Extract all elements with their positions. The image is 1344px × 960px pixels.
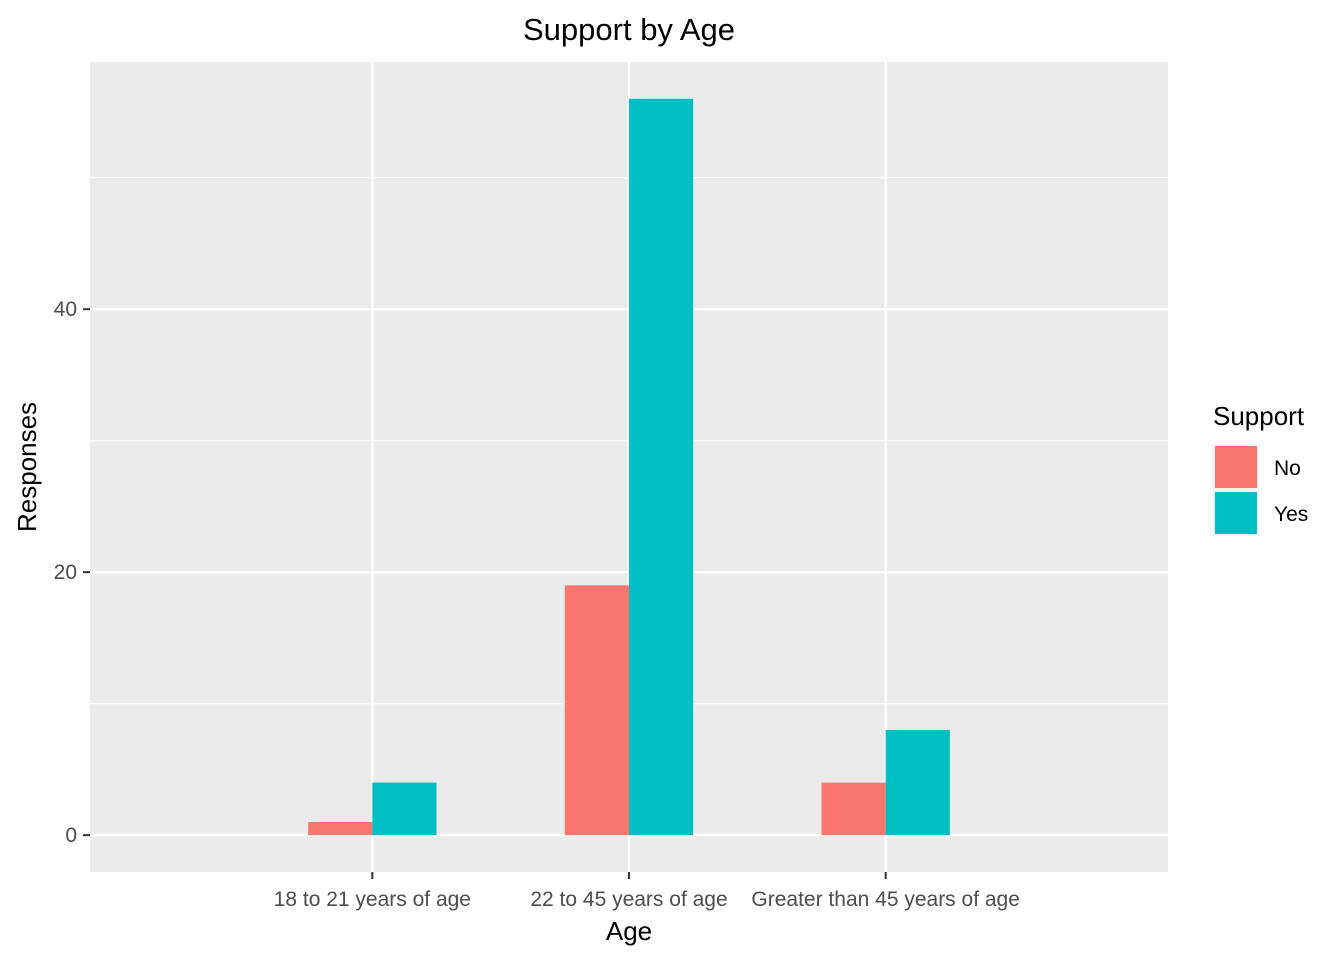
legend-title: Support xyxy=(1213,401,1305,431)
bar-no xyxy=(564,585,629,836)
bar-no xyxy=(308,822,373,836)
bar-yes xyxy=(885,729,950,836)
y-tick-label: 40 xyxy=(54,298,77,321)
y-axis: 0 20 40 xyxy=(54,298,90,847)
bars xyxy=(308,98,950,836)
legend-key-yes xyxy=(1215,492,1257,534)
bar-no xyxy=(821,782,886,836)
bar-yes xyxy=(372,782,437,836)
legend-label-no: No xyxy=(1274,457,1301,480)
x-tick-label: 18 to 21 years of age xyxy=(274,888,471,911)
chart-title: Support by Age xyxy=(523,12,735,47)
x-tick-label: 22 to 45 years of age xyxy=(530,888,727,911)
legend-label-yes: Yes xyxy=(1274,503,1308,526)
y-tick-label: 20 xyxy=(54,561,77,584)
y-tick-label: 0 xyxy=(65,824,77,847)
legend: Support No Yes xyxy=(1213,401,1308,536)
x-axis: 18 to 21 years of age 22 to 45 years of a… xyxy=(274,872,1020,911)
bar-yes xyxy=(629,98,694,836)
x-axis-title: Age xyxy=(606,916,652,946)
legend-key-no xyxy=(1215,446,1257,488)
y-axis-title: Responses xyxy=(12,402,42,532)
x-tick-label: Greater than 45 years of age xyxy=(751,888,1020,911)
